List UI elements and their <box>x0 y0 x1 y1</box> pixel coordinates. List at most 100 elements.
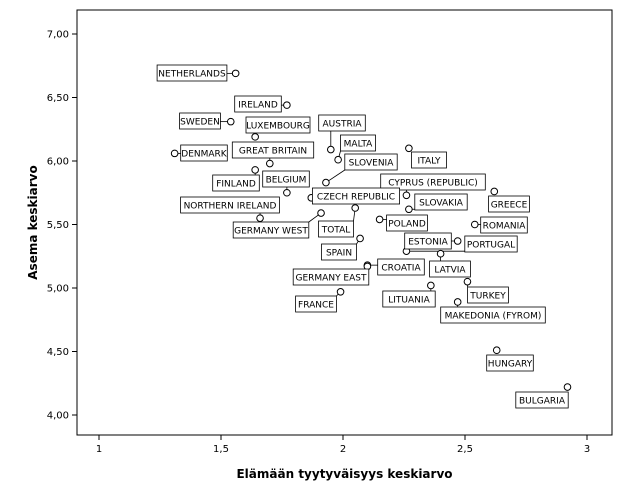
data-point <box>251 133 259 141</box>
point-label: SLOVAKIA <box>419 198 464 208</box>
data-point <box>402 191 411 200</box>
data-point <box>231 69 240 78</box>
point-label: IRELAND <box>238 100 278 110</box>
data-point <box>563 383 572 391</box>
point-label: ITALY <box>418 156 441 166</box>
data-point <box>283 101 291 109</box>
data-point <box>170 149 179 158</box>
point-label: HUNGARY <box>488 359 533 369</box>
point-label: AUSTRIA <box>322 119 362 129</box>
y-tick-label: 7,00 <box>47 30 69 41</box>
point-label: FINLAND <box>216 179 256 189</box>
point-label: FRANCE <box>298 300 334 310</box>
point-label-box <box>377 258 425 276</box>
data-point <box>336 288 345 296</box>
y-tick-label: 4,50 <box>47 347 69 358</box>
point-label-box <box>292 268 370 286</box>
data-point <box>283 188 291 197</box>
data-point <box>226 117 235 126</box>
point-label: ESTONIA <box>408 237 448 247</box>
point-label-box <box>404 232 452 250</box>
data-point <box>405 205 413 214</box>
point-label: TOTAL <box>321 225 351 235</box>
point-label: PORTUGAL <box>467 240 515 250</box>
point-label-box <box>245 116 311 134</box>
point-label-box <box>231 141 315 159</box>
point-label-box <box>212 174 260 192</box>
data-point <box>251 166 259 174</box>
point-label-box <box>486 354 534 372</box>
y-tick-label: 4,00 <box>47 411 69 422</box>
data-point <box>490 187 499 196</box>
data-point <box>334 155 342 164</box>
point-label: SWEDEN <box>180 117 220 127</box>
point-label-box <box>515 391 569 409</box>
point-label: POLAND <box>388 219 426 229</box>
point-label: SPAIN <box>326 248 352 258</box>
point-label: LATVIA <box>434 265 466 275</box>
data-point <box>427 281 435 290</box>
data-point <box>351 204 360 212</box>
point-label: MAKEDONIA (FYROM) <box>445 311 542 321</box>
point-label: CYPRUS (REPUBLIC) <box>388 178 478 188</box>
point-label: CROATIA <box>381 263 421 273</box>
point-label-box <box>295 295 337 313</box>
point-label: GERMANY WEST <box>234 226 308 236</box>
point-label-box <box>311 187 400 205</box>
point-label: GREECE <box>491 200 528 210</box>
point-label: BULGARIA <box>519 396 566 406</box>
point-label-box <box>467 286 509 304</box>
point-label: NETHERLANDS <box>158 69 226 79</box>
y-tick-label: 6,50 <box>47 93 69 104</box>
data-point <box>375 215 384 224</box>
point-label-box <box>480 216 528 234</box>
point-label: ROMANIA <box>483 221 527 231</box>
point-label: GERMANY EAST <box>296 273 367 283</box>
point-label-box <box>429 260 471 278</box>
data-point <box>266 159 274 168</box>
data-point <box>256 214 264 222</box>
data-point <box>463 277 472 286</box>
data-point <box>470 220 479 229</box>
point-label: MALTA <box>344 139 373 149</box>
point-label: NORTHERN IRELAND <box>184 201 277 211</box>
point-label: SLOVENIA <box>349 158 395 168</box>
point-label-box <box>318 220 354 238</box>
y-axis-title: Asema keskiarvo <box>26 165 40 279</box>
point-label-box <box>344 153 398 171</box>
point-label-box <box>180 196 280 214</box>
point-label-box <box>232 221 310 239</box>
point-label: LUXEMBOURG <box>246 121 310 131</box>
axis-ticks: 1 1,5 2 2,5 3 4,00 4,50 5,00 5,50 6,00 6,50 7,00 <box>47 30 590 456</box>
point-label-box <box>262 170 310 188</box>
point-label-box <box>411 151 447 169</box>
data-point <box>453 298 462 306</box>
y-tick-label: 5,00 <box>47 284 69 295</box>
point-label: TURKEY <box>469 291 506 301</box>
x-axis-title: Elämään tyytyväisyys keskiarvo <box>236 467 452 481</box>
x-tick-label: 3 <box>584 444 590 455</box>
data-point <box>492 346 501 355</box>
data-point <box>356 234 364 243</box>
point-label: CZECH REPUBLIC <box>317 192 395 202</box>
point-label-box <box>464 235 518 253</box>
point-label-box <box>340 134 376 152</box>
x-tick-label: 2,5 <box>457 444 473 455</box>
x-tick-label: 2 <box>340 444 346 455</box>
point-label-box <box>318 114 366 132</box>
point-label: DENMARK <box>181 149 228 159</box>
point-label-box <box>179 112 221 130</box>
y-tick-label: 5,50 <box>47 220 69 231</box>
data-point <box>453 237 462 245</box>
data-point <box>317 209 325 217</box>
point-label: LITUANIA <box>388 295 430 305</box>
point-labels: NETHERLANDS IRELAND SWEDEN LUXEMBOURG AUSTRI… <box>156 64 569 409</box>
data-point <box>436 249 445 258</box>
data-point <box>327 145 335 154</box>
point-label-box <box>382 290 436 308</box>
data-point <box>322 178 330 187</box>
point-label-box <box>440 306 546 324</box>
point-label: GREAT BRITAIN <box>239 146 307 156</box>
x-tick-label: 1,5 <box>213 444 229 455</box>
